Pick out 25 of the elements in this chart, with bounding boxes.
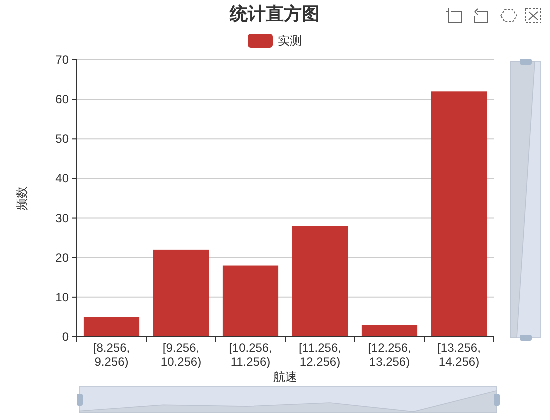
x-tick-label: [11.256, 12.256): [299, 341, 342, 369]
legend-label: 实测: [278, 34, 302, 48]
x-tick-label: [10.256, 11.256): [229, 341, 272, 369]
y-tick-label: 30: [56, 211, 70, 226]
y-tick-label: 70: [56, 53, 70, 67]
y-axis-title: 频数: [15, 186, 29, 210]
bar: [153, 250, 210, 337]
y-tick-label: 60: [56, 92, 70, 107]
y-tick-label: 40: [56, 172, 70, 186]
x-tick-label: [9.256, 10.256): [160, 341, 202, 369]
bar: [84, 317, 140, 337]
x-tick-label: [8.256, 9.256): [93, 341, 130, 369]
x-tick-label: [12.256, 13.256): [368, 341, 412, 369]
bar: [431, 92, 488, 337]
bar: [362, 325, 418, 337]
y-tick-label: 20: [56, 250, 70, 265]
y-tick-label: 50: [56, 132, 70, 146]
bar: [292, 226, 348, 337]
bar: [222, 266, 279, 337]
x-axis-title: 航速: [274, 370, 298, 384]
legend: 实测: [248, 34, 302, 48]
chart-title: 统计直方图: [229, 4, 320, 24]
y-tick-label: 10: [56, 290, 70, 304]
y-tick-label: 0: [62, 330, 70, 344]
x-tick-label: [13.256, 14.256): [438, 341, 481, 369]
